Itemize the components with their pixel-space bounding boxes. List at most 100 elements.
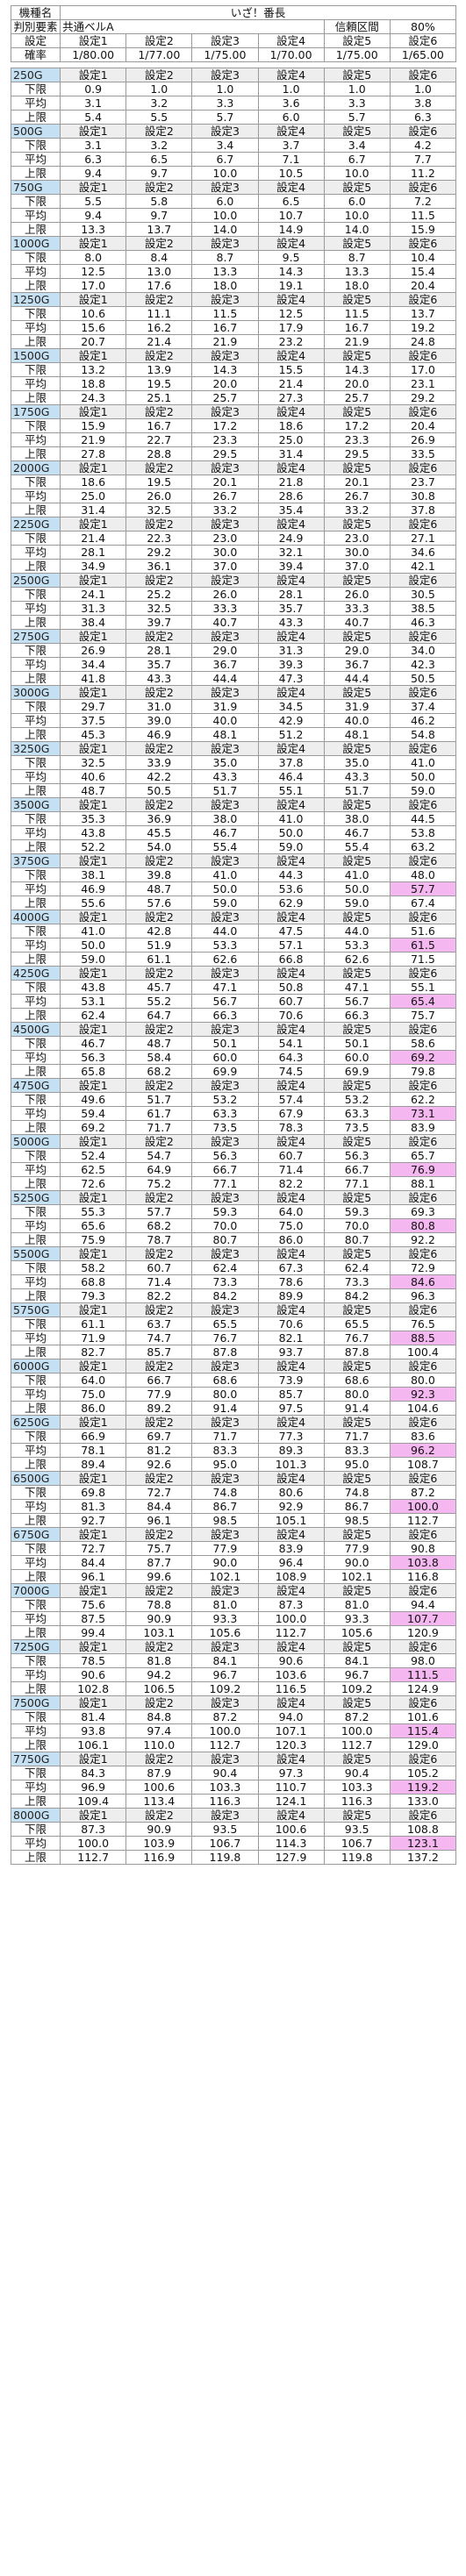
value-cell: 3.7 [257,138,325,153]
value-cell: 10.5 [257,166,325,181]
setting-header: 設定4 [257,1415,325,1430]
value-cell: 77.9 [191,1541,259,1556]
value-cell: 40.7 [191,615,259,630]
setting-header: 設定3 [191,68,259,82]
value-cell: 70.0 [323,1218,391,1233]
game-count-label: 3250G [10,741,61,756]
value-cell: 76.7 [191,1331,259,1345]
value-cell: 67.3 [257,1260,325,1275]
row-label-avg: 平均 [10,1611,61,1626]
setting-header: 設定6 [389,1190,457,1205]
value-cell: 87.3 [60,1822,127,1837]
table-row-avg: 平均 46.9 48.7 50.0 53.6 50.0 57.7 [10,881,457,896]
value-cell: 10.0 [323,208,391,223]
value-cell: 45.3 [60,727,127,742]
value-cell: 10.0 [191,166,259,181]
setting-header: 設定6 [389,910,457,924]
table-row-low: 下限 52.4 54.7 56.3 60.7 56.3 65.7 [10,1148,457,1163]
setting-header: 設定5 [323,1190,391,1205]
value-cell: 48.7 [125,881,193,896]
value-cell: 57.6 [125,896,193,910]
value-cell: 10.6 [60,306,127,321]
row-label-low: 下限 [10,699,61,714]
value-cell: 63.2 [389,839,457,854]
table-row-low: 下限 15.9 16.7 17.2 18.6 17.2 20.4 [10,418,457,433]
setting-header: 設定5 [323,180,391,195]
value-cell: 44.3 [257,867,325,882]
setting-header: 設定6 [389,1808,457,1823]
value-cell: 96.2 [389,1443,457,1458]
value-cell: 31.9 [323,699,391,714]
interval-value: 80% [389,19,457,34]
value-cell: 6.5 [257,194,325,209]
row-label-avg: 平均 [10,1050,61,1065]
value-cell: 73.3 [191,1274,259,1289]
game-count-label: 5750G [10,1302,61,1317]
table-row-low: 下限 18.6 19.5 20.1 21.8 20.1 23.7 [10,475,457,489]
game-count-label: 2250G [10,517,61,532]
setting-header: 設定6 [389,1359,457,1374]
row-label-high: 上限 [10,1513,61,1528]
block-header-row: 6500G 設定1 設定2 設定3 設定4 設定5 設定6 [10,1471,457,1486]
value-cell: 56.3 [60,1050,127,1065]
block-header-row: 750G 設定1 設定2 設定3 設定4 設定5 設定6 [10,180,457,195]
value-cell: 66.7 [323,1162,391,1177]
value-cell: 104.6 [389,1401,457,1416]
setting-header: 設定1 [60,685,127,700]
value-cell: 52.4 [60,1148,127,1163]
value-cell: 116.3 [191,1794,259,1809]
value-cell: 78.7 [125,1232,193,1247]
row-label-avg: 平均 [10,152,61,167]
value-cell: 97.4 [125,1723,193,1738]
setting-header: 設定1 [60,236,127,251]
value-cell: 26.0 [125,489,193,503]
value-cell: 84.8 [125,1709,193,1724]
setting-header: 設定5 [323,1808,391,1823]
row-label-high: 上限 [10,1345,61,1359]
setting-header: 設定1 [60,1695,127,1710]
value-cell: 1.0 [389,82,457,96]
setting-header: 設定3 [191,1022,259,1037]
value-cell: 16.2 [125,320,193,335]
table-row-avg: 平均 90.6 94.2 96.7 103.6 96.7 111.5 [10,1667,457,1682]
element-row: 判別要素 共通ベルA 信頼区間 80% [10,19,457,34]
row-label-avg: 平均 [10,96,61,111]
value-cell: 75.2 [125,1176,193,1191]
value-cell: 59.0 [60,952,127,967]
value-cell: 69.9 [191,1064,259,1079]
table-row-high: 上限 102.8 106.5 109.2 116.5 109.2 124.9 [10,1681,457,1696]
value-cell: 102.1 [191,1569,259,1584]
setting-header: 設定6 [389,1078,457,1093]
value-cell: 65.7 [389,1148,457,1163]
value-cell: 43.3 [125,671,193,686]
value-cell: 64.9 [125,1162,193,1177]
value-cell: 87.9 [125,1766,193,1780]
value-cell: 92.7 [60,1513,127,1528]
row-label-avg: 平均 [10,1836,61,1851]
block-header-row: 1250G 設定1 設定2 設定3 設定4 設定5 設定6 [10,292,457,307]
table-row-avg: 平均 40.6 42.2 43.3 46.4 43.3 50.0 [10,769,457,784]
value-cell: 12.5 [257,306,325,321]
value-cell: 49.6 [60,1092,127,1107]
value-cell: 124.9 [389,1681,457,1696]
value-cell: 1.0 [257,82,325,96]
setting-header: 設定6 [389,517,457,532]
value-cell: 13.3 [60,222,127,237]
row-label-avg: 平均 [10,769,61,784]
game-count-label: 4750G [10,1078,61,1093]
value-cell: 47.1 [323,980,391,995]
value-cell: 69.3 [389,1204,457,1219]
value-cell: 68.2 [125,1064,193,1079]
value-cell: 32.5 [125,503,193,517]
value-cell: 36.9 [125,811,193,826]
value-cell: 41.0 [191,867,259,882]
row-label-avg: 平均 [10,1162,61,1177]
table-row-low: 下限 13.2 13.9 14.3 15.5 14.3 17.0 [10,362,457,377]
setting-header: 設定6 [389,1415,457,1430]
setting-header: 設定4 [257,853,325,868]
setting-header: 設定1 [60,1415,127,1430]
setting-header: 設定5 [323,573,391,588]
value-cell: 78.8 [125,1597,193,1612]
value-cell: 13.3 [191,264,259,279]
value-cell: 70.6 [257,1317,325,1331]
